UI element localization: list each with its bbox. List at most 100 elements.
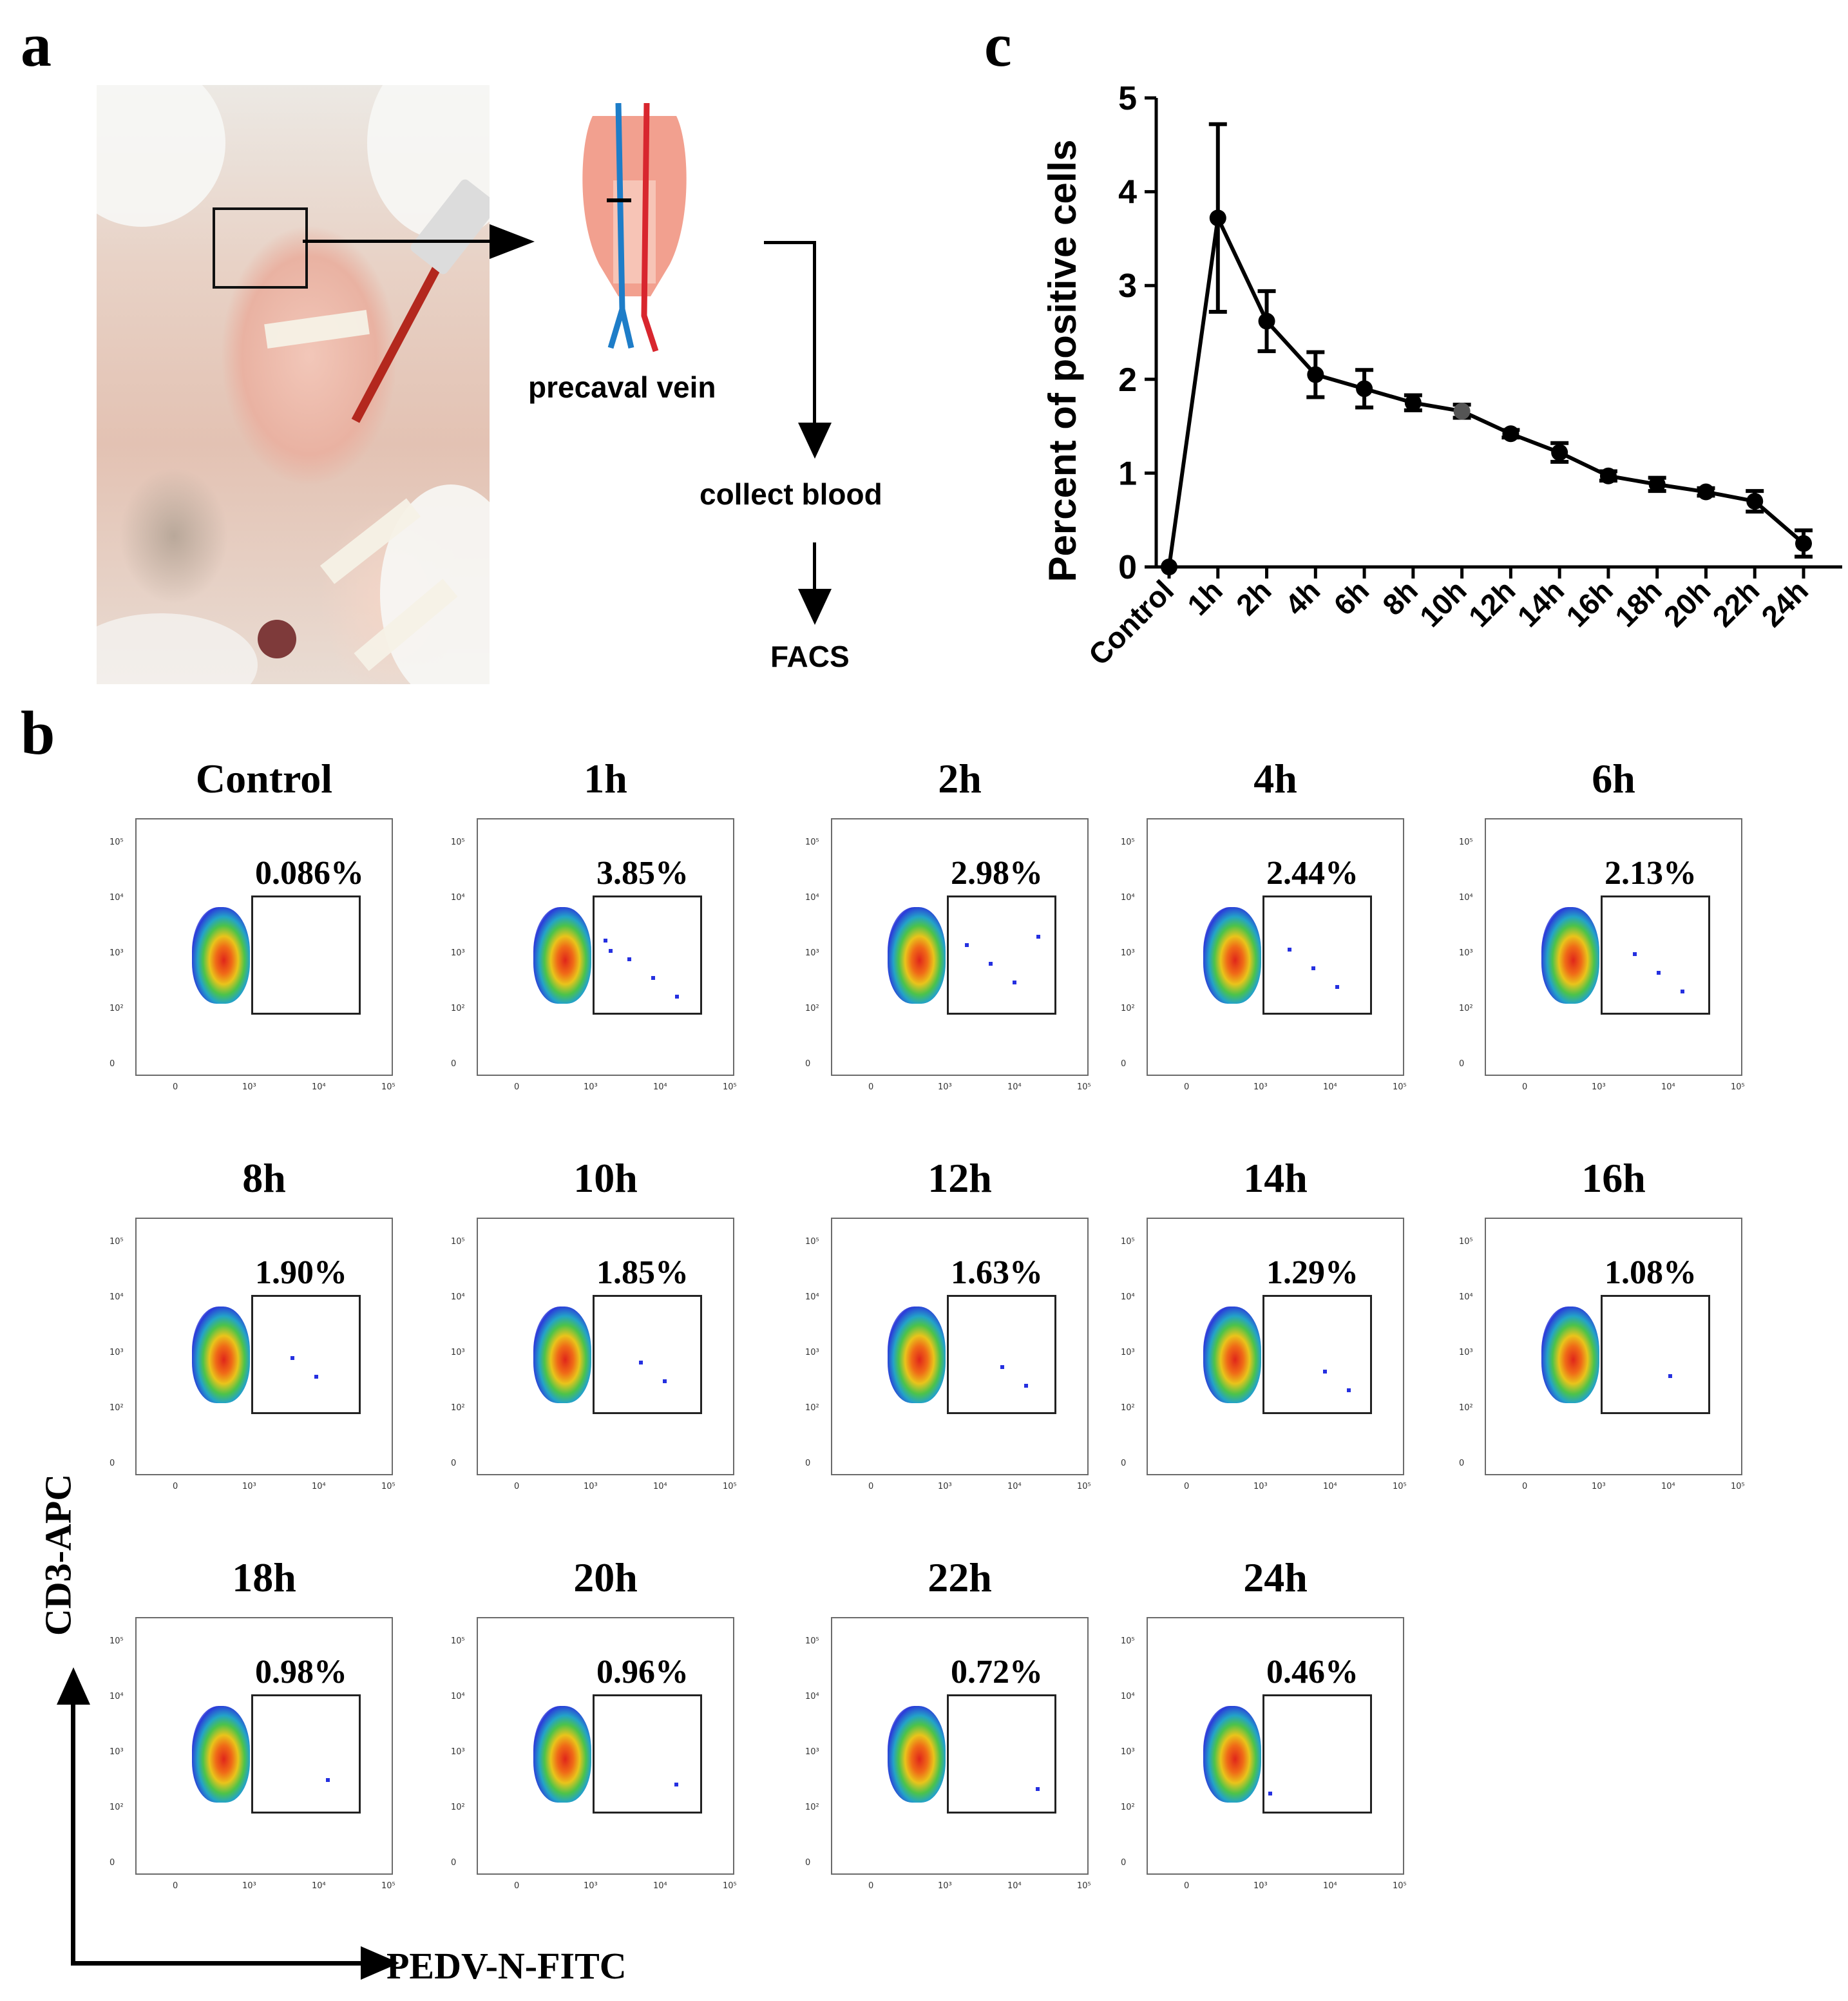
- facs-plot: 10⁵ 10⁴ 10³ 10² 0 0 10³ 10⁴ 10⁵ 1.08%: [1459, 1218, 1745, 1501]
- data-point: [1648, 475, 1666, 493]
- facs-y-tick-label: 10³: [451, 948, 465, 958]
- collect-blood-label: collect blood: [700, 477, 882, 511]
- positive-event-dot: [1633, 952, 1637, 956]
- series-path: [1167, 211, 1805, 568]
- x-tick-label: 10h: [1413, 573, 1473, 633]
- facs-y-tick-label: 10³: [1121, 948, 1135, 958]
- facs-x-tick-label: 10³: [242, 1082, 256, 1092]
- positive-event-dot: [1036, 935, 1040, 939]
- y-axis: 0 1 2 3 4 5: [1118, 80, 1158, 586]
- facs-plot: 10⁵ 10⁴ 10³ 10² 0 0 10³ 10⁴ 10⁵ 1.29%: [1121, 1218, 1407, 1501]
- facs-x-tick-label: 10⁴: [312, 1881, 326, 1891]
- facs-x-tick-label: 0: [1522, 1082, 1528, 1092]
- facs-y-tick-label: 0: [451, 1459, 457, 1468]
- facs-y-tick-label: 10⁴: [1459, 1292, 1473, 1302]
- facs-y-tick-label: 10³: [1121, 1747, 1135, 1757]
- positive-event-dot: [1268, 1792, 1272, 1795]
- facs-y-tick-label: 10²: [110, 1403, 124, 1413]
- cell-population-density: [533, 907, 591, 1004]
- facs-plot-frame: [1485, 1218, 1742, 1475]
- flow-line-horizontal: [764, 241, 815, 244]
- x-tick-label: 1h: [1181, 573, 1229, 622]
- facs-plot: 10⁵ 10⁴ 10³ 10² 0 0 10³ 10⁴ 10⁵ 2.13%: [1459, 818, 1745, 1102]
- facs-plot: 10⁵ 10⁴ 10³ 10² 0 0 10³ 10⁴ 10⁵ 3.85%: [451, 818, 737, 1102]
- cell-population-density: [1541, 907, 1599, 1004]
- positive-event-dot: [965, 943, 969, 947]
- facs-y-tick-label: 0: [1121, 1459, 1127, 1468]
- facs-x-tick-label: 10⁵: [381, 1482, 395, 1491]
- cell-population-density: [192, 1307, 250, 1403]
- facs-y-tick-label: 10³: [1459, 948, 1473, 958]
- facs-y-tick-label: 10⁵: [1121, 838, 1135, 847]
- facs-y-tick-label: 0: [805, 1858, 811, 1868]
- cell-population-density: [1541, 1307, 1599, 1403]
- facs-plot: 10⁵ 10⁴ 10³ 10² 0 0 10³ 10⁴ 10⁵ 1.85%: [451, 1218, 737, 1501]
- cell-population-density: [192, 1706, 250, 1803]
- facs-x-tick-label: 10⁴: [1007, 1082, 1022, 1092]
- cell-population-density: [1203, 907, 1261, 1004]
- facs-x-tick-label: 10³: [584, 1881, 598, 1891]
- y-tick-label: 5: [1118, 80, 1137, 117]
- positive-gate: [947, 1295, 1056, 1414]
- flow-line-vertical-2: [813, 542, 816, 594]
- facs-x-tick-label: 10⁵: [381, 1881, 395, 1891]
- positive-event-dot: [609, 949, 613, 953]
- facs-x-tick-label: 0: [514, 1082, 520, 1092]
- panel-label-a: a: [21, 10, 52, 79]
- facs-y-tick-label: 10³: [805, 1348, 819, 1357]
- x-tick-label: 24h: [1755, 573, 1815, 633]
- facs-plot-frame: [477, 1617, 734, 1875]
- facs-panel-title: 12h: [928, 1155, 992, 1201]
- positive-event-dot: [627, 957, 631, 961]
- positive-event-dot: [1657, 971, 1661, 975]
- facs-label: FACS: [770, 640, 850, 673]
- facs-panel-title: 4h: [1253, 756, 1297, 801]
- positive-percent-label: 3.85%: [596, 855, 689, 892]
- facs-y-tick-label: 10²: [1121, 1403, 1135, 1413]
- facs-x-tick-label: 0: [1184, 1082, 1190, 1092]
- facs-panel-title: Control: [195, 756, 333, 801]
- facs-x-tick-label: 0: [868, 1482, 874, 1491]
- facs-x-tick-label: 10⁵: [1393, 1881, 1407, 1891]
- facs-x-tick-label: 10⁵: [1731, 1082, 1745, 1092]
- facs-y-tick-label: 10⁴: [805, 893, 819, 903]
- cell-population-density: [533, 1307, 591, 1403]
- facs-y-tick-label: 0: [805, 1459, 811, 1468]
- facs-x-tick-label: 0: [173, 1482, 178, 1491]
- facs-y-tick-label: 0: [805, 1059, 811, 1069]
- flow-line-vertical-1: [813, 241, 816, 428]
- facs-y-tick-label: 10³: [1459, 1348, 1473, 1357]
- facs-x-tick-label: 10³: [242, 1482, 256, 1491]
- positive-event-dot: [1335, 985, 1339, 989]
- facs-plot-frame: [1147, 1218, 1404, 1475]
- facs-y-tick-label: 10⁵: [451, 838, 465, 847]
- positive-gate: [1262, 1694, 1372, 1814]
- positive-percent-label: 1.85%: [596, 1254, 689, 1291]
- positive-percent-label: 2.13%: [1605, 855, 1697, 892]
- facs-panel-title: 18h: [232, 1555, 296, 1600]
- facs-x-tick-label: 10³: [938, 1482, 952, 1491]
- positive-event-dot: [1013, 981, 1016, 984]
- facs-plot: 10⁵ 10⁴ 10³ 10² 0 0 10³ 10⁴ 10⁵ 1.90%: [110, 1218, 395, 1501]
- facs-y-tick-label: 10²: [451, 1803, 465, 1812]
- facs-y-tick-label: 10⁵: [110, 1636, 124, 1646]
- facs-y-tick-label: 10⁴: [451, 1692, 465, 1701]
- facs-x-tick-label: 10⁵: [723, 1881, 737, 1891]
- facs-x-tick-label: 10⁵: [1077, 1482, 1091, 1491]
- positive-event-dot: [675, 995, 679, 999]
- positive-percent-label: 0.96%: [596, 1654, 689, 1690]
- facs-y-tick-label: 10⁵: [110, 838, 124, 847]
- facs-y-tick-label: 0: [110, 1858, 115, 1868]
- cell-population-density: [888, 907, 946, 1004]
- facs-plot: 10⁵ 10⁴ 10³ 10² 0 0 10³ 10⁴ 10⁵ 2.44%: [1121, 818, 1407, 1102]
- data-point: [1746, 493, 1764, 510]
- facs-x-tick-label: 10⁵: [381, 1082, 395, 1092]
- facs-x-tick-label: 0: [514, 1881, 520, 1891]
- facs-y-tick-label: 10⁴: [1121, 1692, 1135, 1701]
- facs-x-tick-label: 10⁴: [1323, 1881, 1337, 1891]
- positive-event-dot: [639, 1361, 643, 1364]
- facs-panel-title: 14h: [1243, 1155, 1308, 1201]
- positive-event-dot: [651, 976, 655, 980]
- x-tick-label: 12h: [1462, 573, 1522, 633]
- positive-event-dot: [674, 1783, 678, 1786]
